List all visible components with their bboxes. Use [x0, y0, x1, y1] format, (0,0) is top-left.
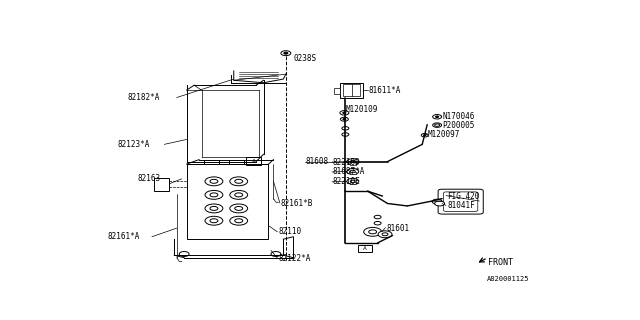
Text: FIG.420: FIG.420	[447, 192, 479, 201]
Circle shape	[235, 219, 243, 223]
Circle shape	[235, 179, 243, 183]
Circle shape	[281, 51, 291, 56]
Circle shape	[347, 159, 359, 164]
Text: 82210D: 82210D	[333, 157, 361, 167]
Text: N170046: N170046	[442, 111, 474, 121]
Text: A: A	[364, 246, 367, 251]
Text: 82161*B: 82161*B	[281, 199, 313, 208]
Text: 82163: 82163	[137, 174, 160, 183]
Circle shape	[210, 219, 218, 223]
Circle shape	[205, 216, 223, 225]
Text: 82210E: 82210E	[333, 177, 361, 186]
Text: 82122*A: 82122*A	[278, 254, 311, 263]
Circle shape	[230, 216, 248, 225]
Circle shape	[347, 178, 359, 184]
Circle shape	[350, 180, 355, 182]
Circle shape	[342, 127, 349, 130]
Circle shape	[433, 123, 442, 127]
Circle shape	[230, 190, 248, 199]
Circle shape	[210, 179, 218, 183]
Circle shape	[343, 112, 346, 114]
Text: 82110: 82110	[278, 227, 301, 236]
Circle shape	[342, 133, 349, 136]
Circle shape	[340, 117, 348, 121]
Circle shape	[378, 231, 392, 238]
Bar	[344, 84, 360, 96]
Circle shape	[230, 177, 248, 186]
Text: 82161*A: 82161*A	[108, 232, 140, 241]
Circle shape	[432, 199, 442, 204]
Circle shape	[435, 201, 445, 206]
Circle shape	[435, 124, 440, 126]
Circle shape	[271, 252, 281, 256]
Text: 0238S: 0238S	[293, 54, 316, 63]
Bar	[350, 182, 356, 184]
Bar	[358, 245, 372, 252]
Circle shape	[205, 204, 223, 213]
Text: 81608: 81608	[306, 157, 329, 166]
Text: 81041F: 81041F	[447, 202, 475, 211]
Text: M120109: M120109	[346, 105, 378, 114]
FancyBboxPatch shape	[444, 192, 478, 212]
Circle shape	[421, 133, 428, 137]
Text: 82123*A: 82123*A	[117, 140, 150, 149]
Circle shape	[350, 160, 355, 163]
Circle shape	[235, 206, 243, 210]
Circle shape	[436, 116, 438, 117]
Circle shape	[369, 230, 376, 234]
Circle shape	[364, 228, 381, 236]
Circle shape	[210, 206, 218, 210]
Bar	[154, 178, 169, 191]
Circle shape	[205, 177, 223, 186]
Circle shape	[350, 170, 355, 173]
Text: 81611*A: 81611*A	[369, 86, 401, 95]
Circle shape	[424, 135, 426, 136]
Circle shape	[179, 252, 189, 256]
Circle shape	[343, 118, 346, 120]
Circle shape	[340, 111, 349, 115]
Circle shape	[284, 52, 288, 54]
Circle shape	[374, 221, 381, 225]
Text: FRONT: FRONT	[488, 258, 513, 267]
Circle shape	[205, 190, 223, 199]
Text: 81687*A: 81687*A	[333, 167, 365, 176]
FancyBboxPatch shape	[438, 189, 483, 214]
Bar	[335, 88, 340, 94]
Circle shape	[382, 233, 388, 236]
Circle shape	[374, 215, 381, 219]
Circle shape	[235, 193, 243, 197]
Bar	[246, 157, 261, 165]
Circle shape	[210, 193, 218, 197]
Bar	[350, 162, 356, 164]
Text: M120097: M120097	[428, 130, 460, 139]
Text: 82182*A: 82182*A	[127, 93, 159, 102]
Circle shape	[347, 169, 359, 174]
Text: A: A	[252, 159, 255, 164]
Bar	[350, 172, 356, 174]
Bar	[187, 164, 269, 239]
Circle shape	[433, 115, 442, 119]
Bar	[340, 83, 363, 98]
Circle shape	[230, 204, 248, 213]
Text: P200005: P200005	[442, 121, 474, 130]
Text: A820001125: A820001125	[486, 276, 529, 282]
Text: 81601: 81601	[387, 224, 410, 233]
